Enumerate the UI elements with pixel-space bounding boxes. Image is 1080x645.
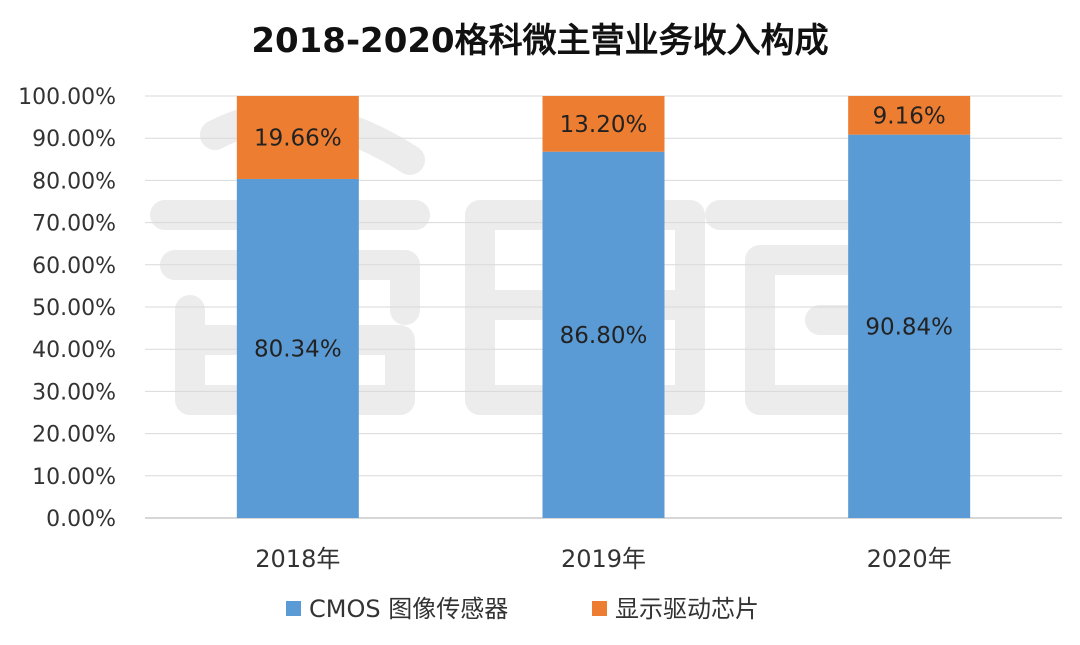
- x-tick-label: 2019年: [561, 545, 646, 573]
- y-tick-label: 100.00%: [18, 85, 116, 110]
- data-label: 86.80%: [560, 323, 648, 349]
- bar-display-driver-0: [236, 96, 359, 179]
- legend-label-cmos: CMOS 图像传感器: [309, 595, 508, 623]
- data-labels: 80.34% 19.66% 86.80% 13.20% 90.84% 9.16%: [254, 103, 953, 362]
- y-tick-label: 30.00%: [32, 380, 116, 405]
- legend: CMOS 图像传感器 显示驱动芯片: [286, 595, 759, 623]
- bar-cmos-0: [236, 178, 359, 518]
- bar-display-driver-1: [542, 96, 665, 152]
- x-tick-label: 2020年: [867, 545, 952, 573]
- y-axis: 0.00% 10.00% 20.00% 30.00% 40.00% 50.00% 60.00…: [18, 85, 1062, 532]
- data-label: 80.34%: [254, 336, 342, 362]
- data-label: 9.16%: [873, 103, 946, 129]
- x-tick-label: 2018年: [255, 545, 340, 573]
- bar-display-driver-2: [848, 96, 971, 135]
- x-axis: 2018年 2019年 2020年: [255, 545, 951, 573]
- bars: [236, 96, 971, 519]
- y-tick-label: 60.00%: [32, 254, 116, 279]
- chart-title: 2018-2020格科微主营业务收入构成: [251, 21, 828, 61]
- bar-cmos-2: [848, 134, 971, 518]
- y-tick-label: 40.00%: [32, 338, 116, 363]
- y-tick-label: 90.00%: [32, 127, 116, 152]
- data-label: 19.66%: [254, 125, 342, 151]
- y-tick-label: 20.00%: [32, 423, 116, 448]
- data-label: 90.84%: [865, 314, 953, 340]
- bar-cmos-1: [542, 151, 665, 519]
- y-tick-label: 10.00%: [32, 465, 116, 490]
- y-tick-label: 70.00%: [32, 212, 116, 237]
- legend-swatch-cmos: [286, 601, 301, 616]
- legend-label-display-driver: 显示驱动芯片: [615, 595, 759, 623]
- y-tick-label: 50.00%: [32, 296, 116, 321]
- data-label: 13.20%: [560, 112, 648, 138]
- y-tick-label: 0.00%: [46, 507, 116, 532]
- legend-swatch-display-driver: [592, 601, 607, 616]
- y-tick-label: 80.00%: [32, 169, 116, 194]
